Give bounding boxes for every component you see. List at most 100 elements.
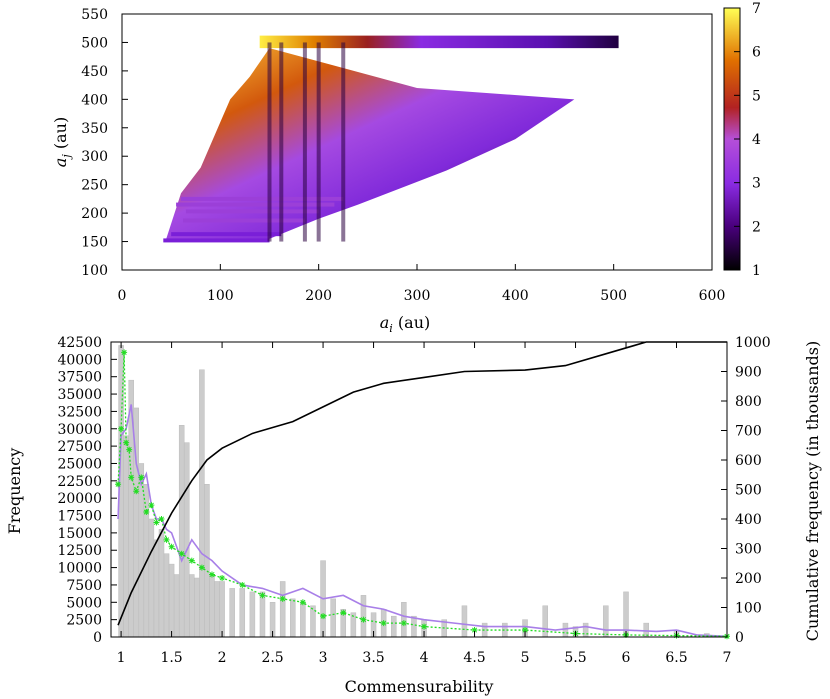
series-green-point <box>188 557 195 564</box>
histogram-x-tick-label: 2.5 <box>261 650 283 666</box>
histogram-y2-tick-label: 500 <box>735 483 762 499</box>
histogram-y2-tick-label: 100 <box>735 601 762 617</box>
series-green-point <box>133 488 140 495</box>
series-green-point <box>471 627 478 634</box>
series-green-point <box>126 446 133 453</box>
histogram-x-tick-label: 4 <box>420 650 429 666</box>
histogram-y2-ticks: 0 100 200 300 400 500 600 700 800 900 1000 <box>721 335 771 646</box>
series-green-point <box>400 620 407 627</box>
series-cumulative-line <box>117 341 727 626</box>
scatter-y-ticks: 100 150 200 250 300 350 400 450 500 550 <box>81 7 128 279</box>
histogram-y2-tick-label: 300 <box>735 542 762 558</box>
histogram-x-label: Commensurability <box>345 677 494 696</box>
histogram-x-tick-label: 3.5 <box>362 650 384 666</box>
histogram-bar <box>249 591 256 638</box>
scatter-band-line <box>163 238 270 243</box>
colorbar-tick-label: 3 <box>752 176 761 192</box>
series-green-point <box>259 592 266 599</box>
histogram-bar <box>330 598 336 638</box>
histogram-bar <box>603 605 609 638</box>
series-green-point <box>299 599 306 606</box>
histogram-x-tick-label: 7 <box>723 650 732 666</box>
series-green-point <box>153 519 160 526</box>
series-green-point <box>143 509 150 516</box>
series-green-point <box>208 571 215 578</box>
histogram-bar <box>138 463 145 638</box>
scatter-y-tick-label: 450 <box>81 64 108 80</box>
colorbar-tick-label: 4 <box>752 132 761 148</box>
histogram-y-tick-label: 0 <box>93 630 102 646</box>
scatter-y-tick-label: 100 <box>81 263 108 279</box>
scatter-x-tick-label: 400 <box>502 288 529 304</box>
histogram-y-tick-label: 42500 <box>57 335 102 351</box>
scatter-x-tick-label: 600 <box>699 288 726 304</box>
histogram-bar <box>153 539 160 638</box>
series-green-point <box>121 349 128 356</box>
histogram-bar <box>173 574 180 638</box>
colorbar-ticks: 1 2 3 4 5 6 7 <box>734 1 761 279</box>
series-green-point <box>128 474 135 481</box>
histogram-bar <box>219 581 225 638</box>
histogram-chart: 1 1.5 2 2.5 3 3.5 4 4.5 5 5.5 6 6.5 7 02500500075001… <box>5 335 822 696</box>
scatter-y-tick-label: 400 <box>81 92 108 108</box>
colorbar-tick-label: 1 <box>752 263 761 279</box>
series-green-point <box>340 609 347 616</box>
histogram-x-tick-label: 6.5 <box>665 650 687 666</box>
series-green-point <box>320 613 327 620</box>
histogram-y-tick-label: 12500 <box>57 543 102 559</box>
histogram-y-tick-label: 25000 <box>57 456 102 472</box>
histogram-y-tick-label: 22500 <box>57 474 102 490</box>
series-green-point <box>123 439 130 446</box>
series-green-point <box>138 474 145 481</box>
histogram-bar <box>189 574 195 638</box>
scatter-x-tick-label: 200 <box>305 288 332 304</box>
histogram-bar <box>279 581 286 638</box>
scatter-band-line <box>171 232 282 237</box>
series-green-point <box>158 516 165 522</box>
scatter-top-band <box>259 35 619 49</box>
histogram-bar <box>229 588 235 638</box>
histogram-y2-tick-label: 400 <box>735 512 762 528</box>
scatter-plot-area <box>163 35 619 243</box>
histogram-bar <box>401 602 407 638</box>
histogram-bar <box>259 591 266 638</box>
scatter-x-tick-label: 100 <box>207 288 234 304</box>
series-green-point <box>178 550 185 557</box>
histogram-bar <box>178 425 185 638</box>
series-green-point <box>118 425 125 432</box>
scatter-x-tick-label: 300 <box>404 288 431 304</box>
histogram-y2-tick-label: 0 <box>735 630 744 646</box>
scatter-x-tick-label: 500 <box>600 288 627 304</box>
scatter-stripe-line <box>279 42 284 242</box>
histogram-y-tick-label: 32500 <box>57 404 102 420</box>
histogram-y2-label: Cumulative frequency (in thousands) <box>803 341 822 641</box>
scatter-stripe-line <box>302 42 307 242</box>
histogram-y-label: Frequency <box>5 448 24 535</box>
scatter-x-label: ai (au) <box>380 313 431 335</box>
histogram-y2-tick-label: 700 <box>735 424 762 440</box>
histogram-y2-tick-label: 800 <box>735 394 762 410</box>
series-green-point <box>522 627 529 634</box>
scatter-x-ticks: 0 100 200 300 400 500 600 <box>118 264 726 304</box>
histogram-bar <box>204 484 210 638</box>
scatter-chart: 0 100 200 300 400 500 600 10015020025030035040… <box>51 1 761 335</box>
histogram-y2-tick-label: 200 <box>735 571 762 587</box>
histogram-bar <box>163 553 170 638</box>
histogram-x-tick-label: 1.5 <box>160 650 182 666</box>
series-green-point <box>198 564 205 571</box>
series-green-point <box>279 595 286 602</box>
colorbar-tick-label: 6 <box>752 45 761 61</box>
histogram-bar <box>290 598 296 638</box>
scatter-y-tick-label: 150 <box>81 235 108 251</box>
scatter-y-tick-label: 200 <box>81 206 108 222</box>
histogram-bar <box>562 622 569 638</box>
histogram-bar <box>300 602 306 638</box>
scatter-band-line <box>182 218 305 223</box>
histogram-y2-tick-label: 600 <box>735 453 762 469</box>
colorbar-tick-label: 2 <box>752 219 761 235</box>
histogram-y-tick-label: 15000 <box>57 526 102 542</box>
histogram-x-tick-label: 1 <box>117 650 126 666</box>
histogram-bar <box>199 369 205 638</box>
histogram-y-tick-label: 7500 <box>66 578 102 594</box>
